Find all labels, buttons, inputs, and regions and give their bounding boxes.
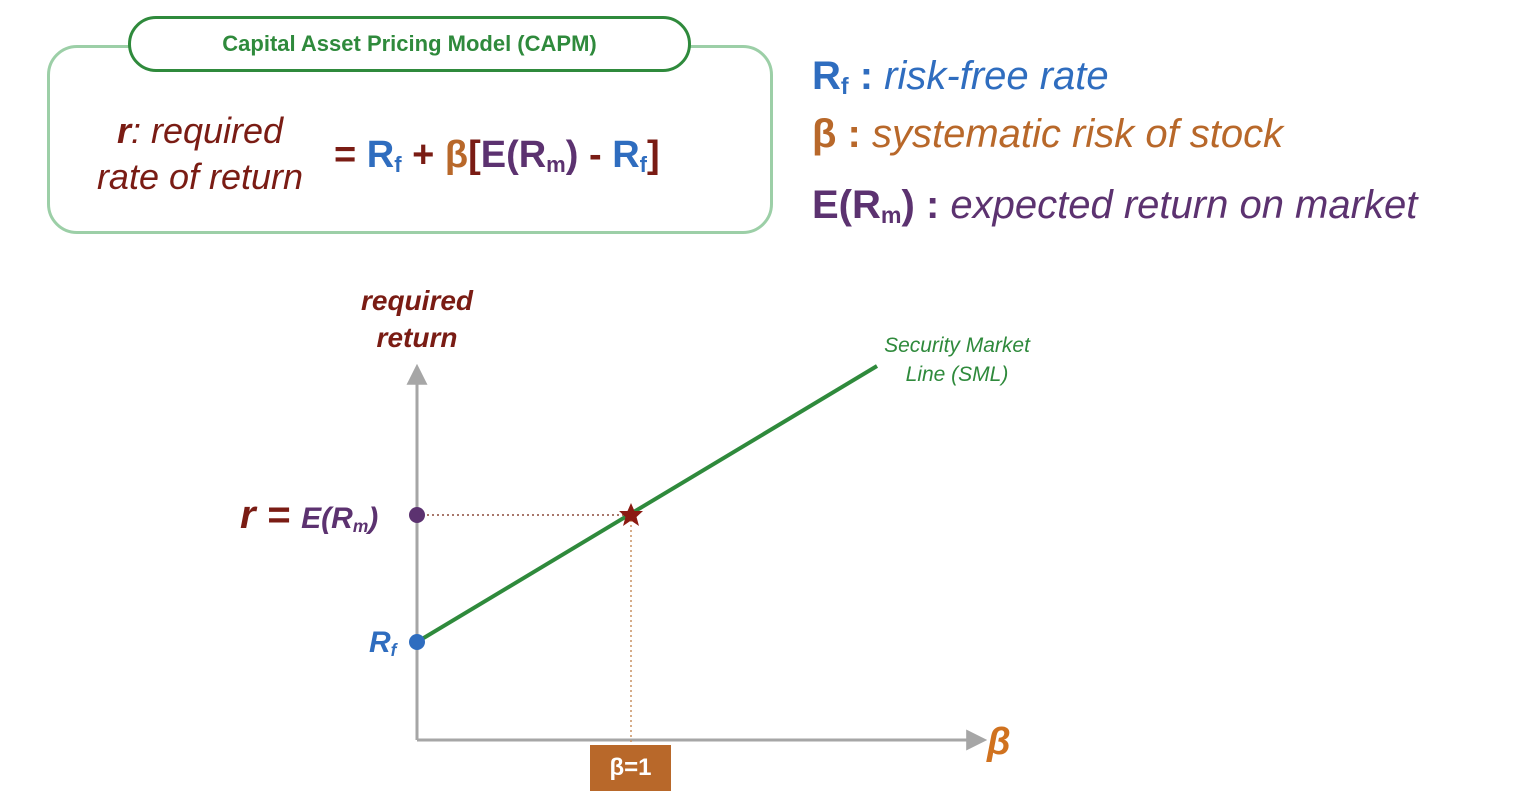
x-axis-beta-label: β: [987, 721, 1011, 763]
formula-rf2: Rf: [612, 134, 647, 177]
formula-erm: E(Rm): [480, 134, 579, 177]
r-def-line2: rate of return: [96, 156, 304, 197]
sml-line: [415, 364, 879, 644]
erm-point: [409, 507, 425, 523]
formula-plus: +: [401, 134, 445, 176]
formula-bracket-open: [: [468, 134, 481, 176]
formula-bracket-close: ]: [647, 134, 660, 176]
legend-rf: Rf : risk-free rate: [812, 54, 1109, 100]
sml-label: Security Market Line (SML): [884, 334, 1030, 386]
formula-rf: Rf: [366, 134, 402, 177]
capm-formula: = Rf + β[E(Rm) - Rf]: [334, 134, 660, 178]
legend-beta: β : systematic risk of stock: [812, 112, 1284, 156]
r-def-line1: : required: [130, 110, 284, 151]
rf-point: [409, 634, 425, 650]
rf-tick-label: Rf: [369, 626, 397, 660]
legend-erm: E(Rm) : expected return on market: [812, 183, 1418, 229]
r-equals-erm-label: r = E(Rm): [240, 493, 379, 537]
market-star-icon: [619, 503, 643, 526]
formula-equals: =: [334, 134, 367, 176]
beta-one-marker: β=1: [590, 745, 671, 791]
formula-minus: -: [578, 134, 613, 176]
capm-title: Capital Asset Pricing Model (CAPM): [128, 16, 691, 72]
r-symbol: r: [116, 110, 131, 151]
y-axis-title: required return: [360, 285, 474, 353]
formula-beta: β: [444, 134, 469, 176]
r-definition: r: required rate of return: [80, 108, 320, 200]
